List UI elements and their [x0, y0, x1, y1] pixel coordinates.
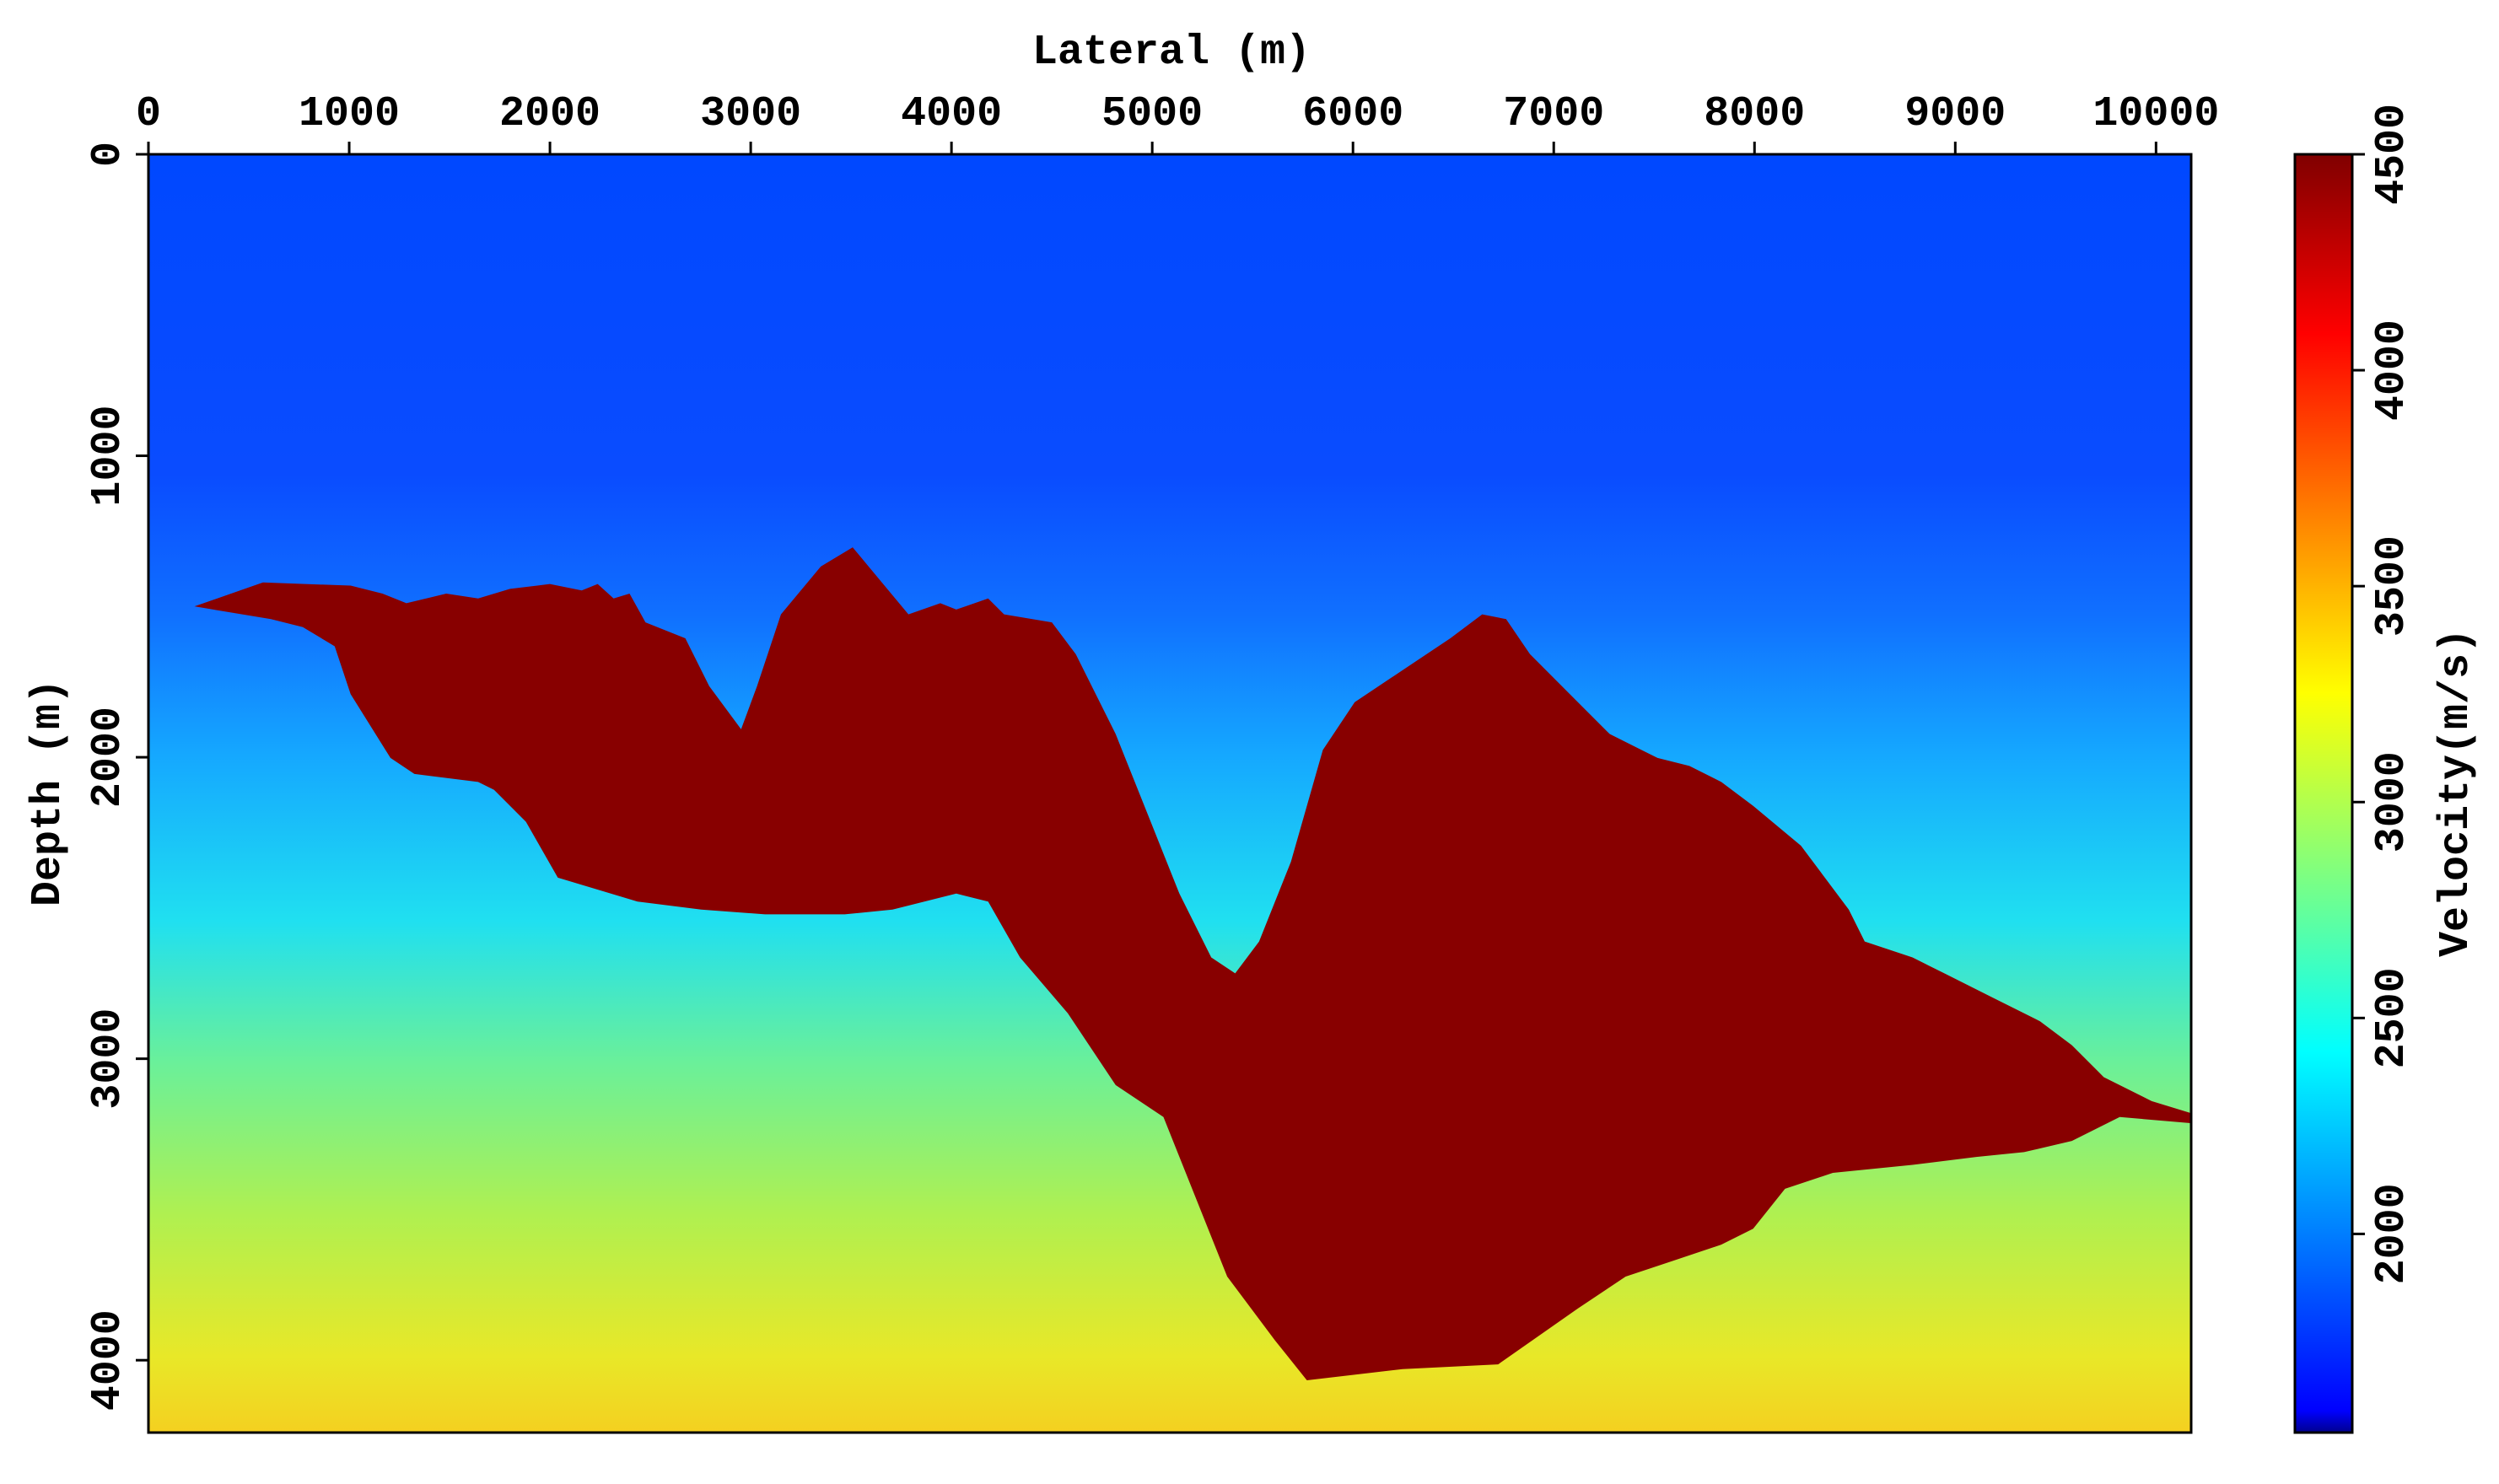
x-tick-label: 4000 [901, 90, 1002, 138]
plot-frame [147, 153, 2193, 1434]
x-tick-label: 5000 [1101, 90, 1203, 138]
x-tick-label: 6000 [1302, 90, 1403, 138]
y-axis-label: Depth (m) [24, 679, 73, 906]
sediment-field [148, 154, 2192, 1433]
x-axis-label: Lateral (m) [1032, 29, 1311, 77]
y-tick-label: 3000 [84, 1008, 132, 1110]
colorbar-tick-label: 2000 [2368, 1183, 2416, 1284]
colorbar-tick-label: 3000 [2368, 751, 2416, 852]
colorbar-tick-label: 3500 [2368, 535, 2416, 637]
x-tick-label: 3000 [700, 90, 801, 138]
velocity-image [148, 154, 2192, 1433]
colorbar-tick-label: 2500 [2368, 967, 2416, 1068]
x-tick-label: 10000 [2092, 90, 2219, 138]
colorbar-label: Velocity(m/s) [2432, 628, 2480, 957]
x-tick-label: 1000 [299, 90, 400, 138]
y-tick-label: 2000 [84, 707, 132, 808]
x-tick-label: 9000 [1904, 90, 2006, 138]
colorbar [2293, 153, 2354, 1434]
x-tick-label: 2000 [499, 90, 601, 138]
x-tick-label: 0 [136, 90, 161, 138]
x-tick-label: 8000 [1704, 90, 1805, 138]
salt-body [194, 547, 2192, 1381]
y-tick-label: 4000 [84, 1309, 132, 1411]
y-tick-label: 1000 [84, 406, 132, 507]
colorbar-tick-label: 4500 [2368, 104, 2416, 205]
colorbar-tick-label: 4000 [2368, 320, 2416, 421]
y-tick-label: 0 [84, 142, 132, 167]
x-tick-label: 7000 [1503, 90, 1604, 138]
